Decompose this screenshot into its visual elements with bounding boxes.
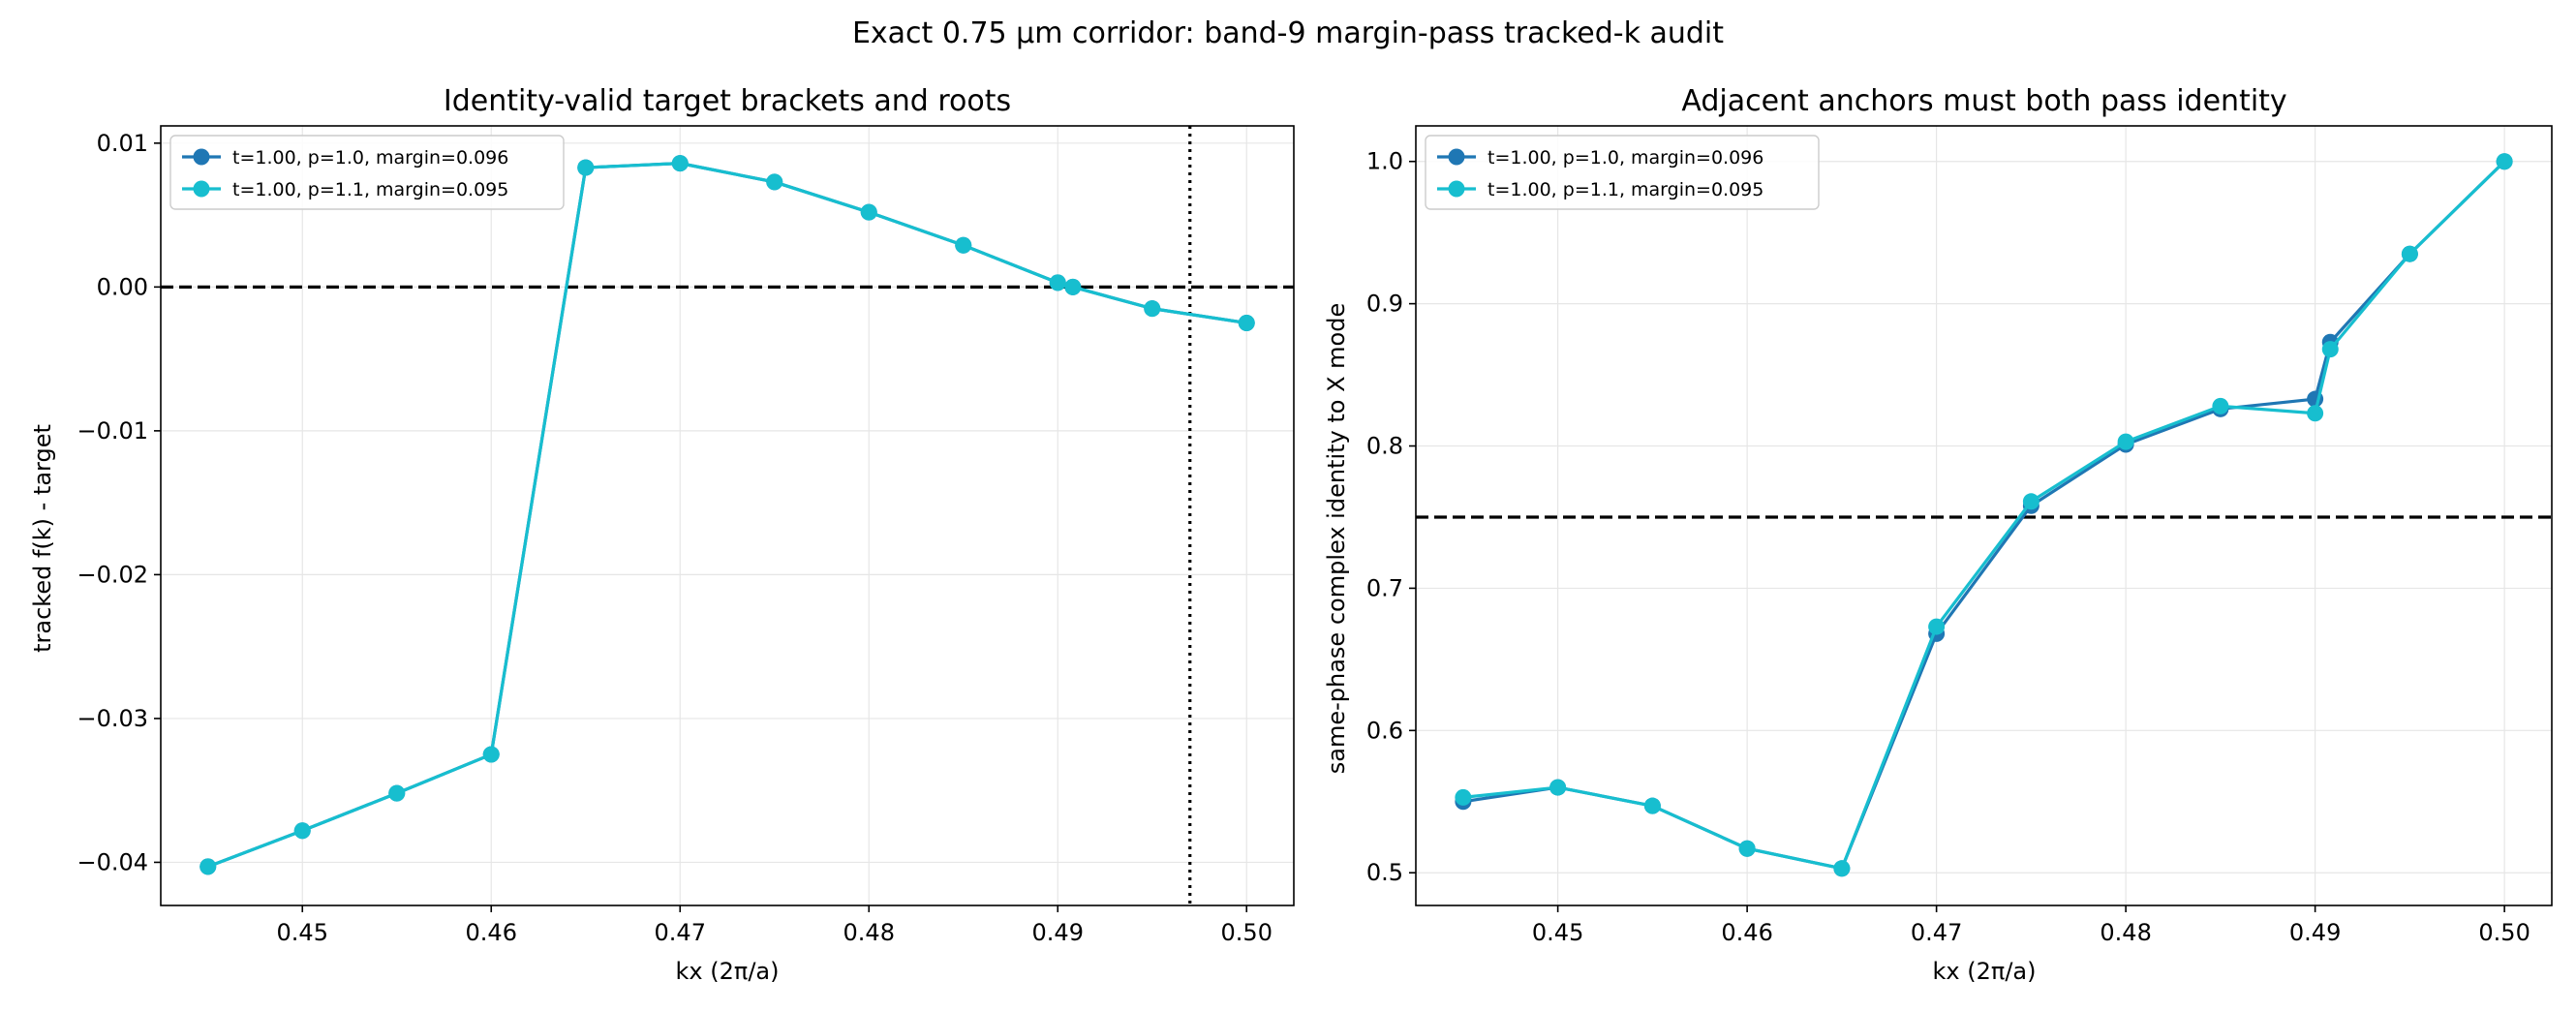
right-series-1-point	[1833, 860, 1851, 877]
right-panel-title: Adjacent anchors must both pass identity	[1681, 84, 2286, 118]
left-x-tick-label: 0.49	[1032, 919, 1084, 946]
right-panel: Adjacent anchors must both pass identity…	[1323, 84, 2553, 985]
left-y-tick-label: −0.01	[77, 417, 148, 445]
right-y-tick-label: 0.6	[1366, 717, 1403, 744]
left-panel-xlabel: kx (2π/a)	[676, 958, 780, 985]
left-x-tick-label: 0.47	[655, 919, 706, 946]
right-x-tick-label: 0.45	[1532, 919, 1583, 946]
left-series-1-point	[1049, 274, 1066, 291]
right-series-1-point	[2022, 493, 2039, 510]
left-legend-marker-0	[193, 148, 210, 166]
left-legend-label-0: t=1.00, p=1.0, margin=0.096	[232, 147, 508, 169]
right-legend-label-0: t=1.00, p=1.0, margin=0.096	[1487, 147, 1763, 169]
right-series-1-point	[1928, 618, 1946, 635]
right-x-tick-label: 0.46	[1721, 919, 1772, 946]
left-legend-marker-1	[193, 180, 210, 198]
left-x-tick-label: 0.48	[843, 919, 895, 946]
left-axes-frame	[160, 125, 1295, 906]
right-series-1-point	[1738, 840, 1756, 857]
left-x-tick-label: 0.50	[1221, 919, 1273, 946]
right-x-tick-label: 0.50	[2478, 919, 2530, 946]
left-y-tick-label: −0.04	[77, 848, 148, 875]
right-series-1-line	[1462, 160, 2506, 871]
right-legend-marker-1	[1448, 180, 1465, 198]
left-series-1-point	[482, 746, 500, 763]
right-series-1-point	[1643, 797, 1661, 814]
left-series-1-point	[1144, 300, 1161, 318]
right-x-tick-label: 0.48	[2100, 919, 2151, 946]
right-y-tick-label: 0.5	[1366, 859, 1403, 886]
right-series-1-point	[2321, 341, 2339, 358]
left-series-1-point	[199, 858, 217, 875]
right-series-1-point	[2307, 405, 2324, 422]
figure-suptitle: Exact 0.75 μm corridor: band-9 margin-pa…	[852, 16, 1724, 50]
right-x-tick-label: 0.49	[2289, 919, 2341, 946]
right-legend-marker-0	[1448, 148, 1465, 166]
left-legend-box	[169, 135, 565, 210]
right-series-1-point	[2117, 433, 2134, 450]
right-legend-box	[1425, 135, 1820, 210]
right-series-1-point	[2496, 153, 2513, 170]
right-y-tick-label: 1.0	[1366, 148, 1403, 175]
left-series-1-point	[671, 155, 689, 172]
left-series-1-point	[1064, 278, 1082, 295]
left-panel-title: Identity-valid target brackets and roots	[444, 84, 1011, 118]
right-axes-frame	[1415, 125, 2553, 906]
right-series-1-point	[1455, 788, 1472, 806]
left-series-0-line	[207, 162, 1247, 869]
right-legend-label-1: t=1.00, p=1.1, margin=0.095	[1487, 179, 1763, 200]
left-series-1-point	[1238, 314, 1255, 331]
left-panel: Identity-valid target brackets and roots…	[29, 84, 1295, 985]
left-x-tick-label: 0.45	[277, 919, 328, 946]
left-y-tick-label: −0.02	[77, 561, 148, 588]
left-series-1-line	[207, 162, 1247, 869]
left-series-1-point	[955, 236, 972, 254]
right-x-tick-label: 0.47	[1911, 919, 1962, 946]
left-series-1-point	[766, 173, 783, 191]
right-y-tick-label: 0.7	[1366, 574, 1403, 601]
right-series-1-point	[2212, 397, 2229, 414]
left-series-1-point	[293, 822, 311, 840]
left-legend-label-1: t=1.00, p=1.1, margin=0.095	[232, 179, 508, 200]
right-series-1-point	[2401, 245, 2418, 262]
right-panel-ylabel: same-phase complex identity to X mode	[1323, 303, 1350, 774]
right-legend: t=1.00, p=1.0, margin=0.096 t=1.00, p=1.1…	[1425, 135, 1820, 210]
left-series-1-point	[577, 159, 595, 176]
right-y-tick-label: 0.9	[1366, 291, 1403, 318]
left-y-tick-label: 0.01	[97, 130, 148, 157]
left-x-tick-label: 0.46	[466, 919, 517, 946]
left-series-1-point	[388, 784, 406, 802]
right-y-tick-label: 0.8	[1366, 433, 1403, 460]
left-y-tick-label: −0.03	[77, 705, 148, 732]
left-panel-ylabel: tracked f(k) - target	[29, 424, 56, 653]
left-legend: t=1.00, p=1.0, margin=0.096 t=1.00, p=1.1…	[169, 135, 565, 210]
left-series-1-point	[860, 203, 877, 221]
right-series-0-line	[1462, 160, 2506, 871]
right-series-1-point	[1549, 779, 1567, 796]
left-y-tick-label: 0.00	[97, 273, 148, 300]
right-panel-xlabel: kx (2π/a)	[1933, 958, 2037, 985]
